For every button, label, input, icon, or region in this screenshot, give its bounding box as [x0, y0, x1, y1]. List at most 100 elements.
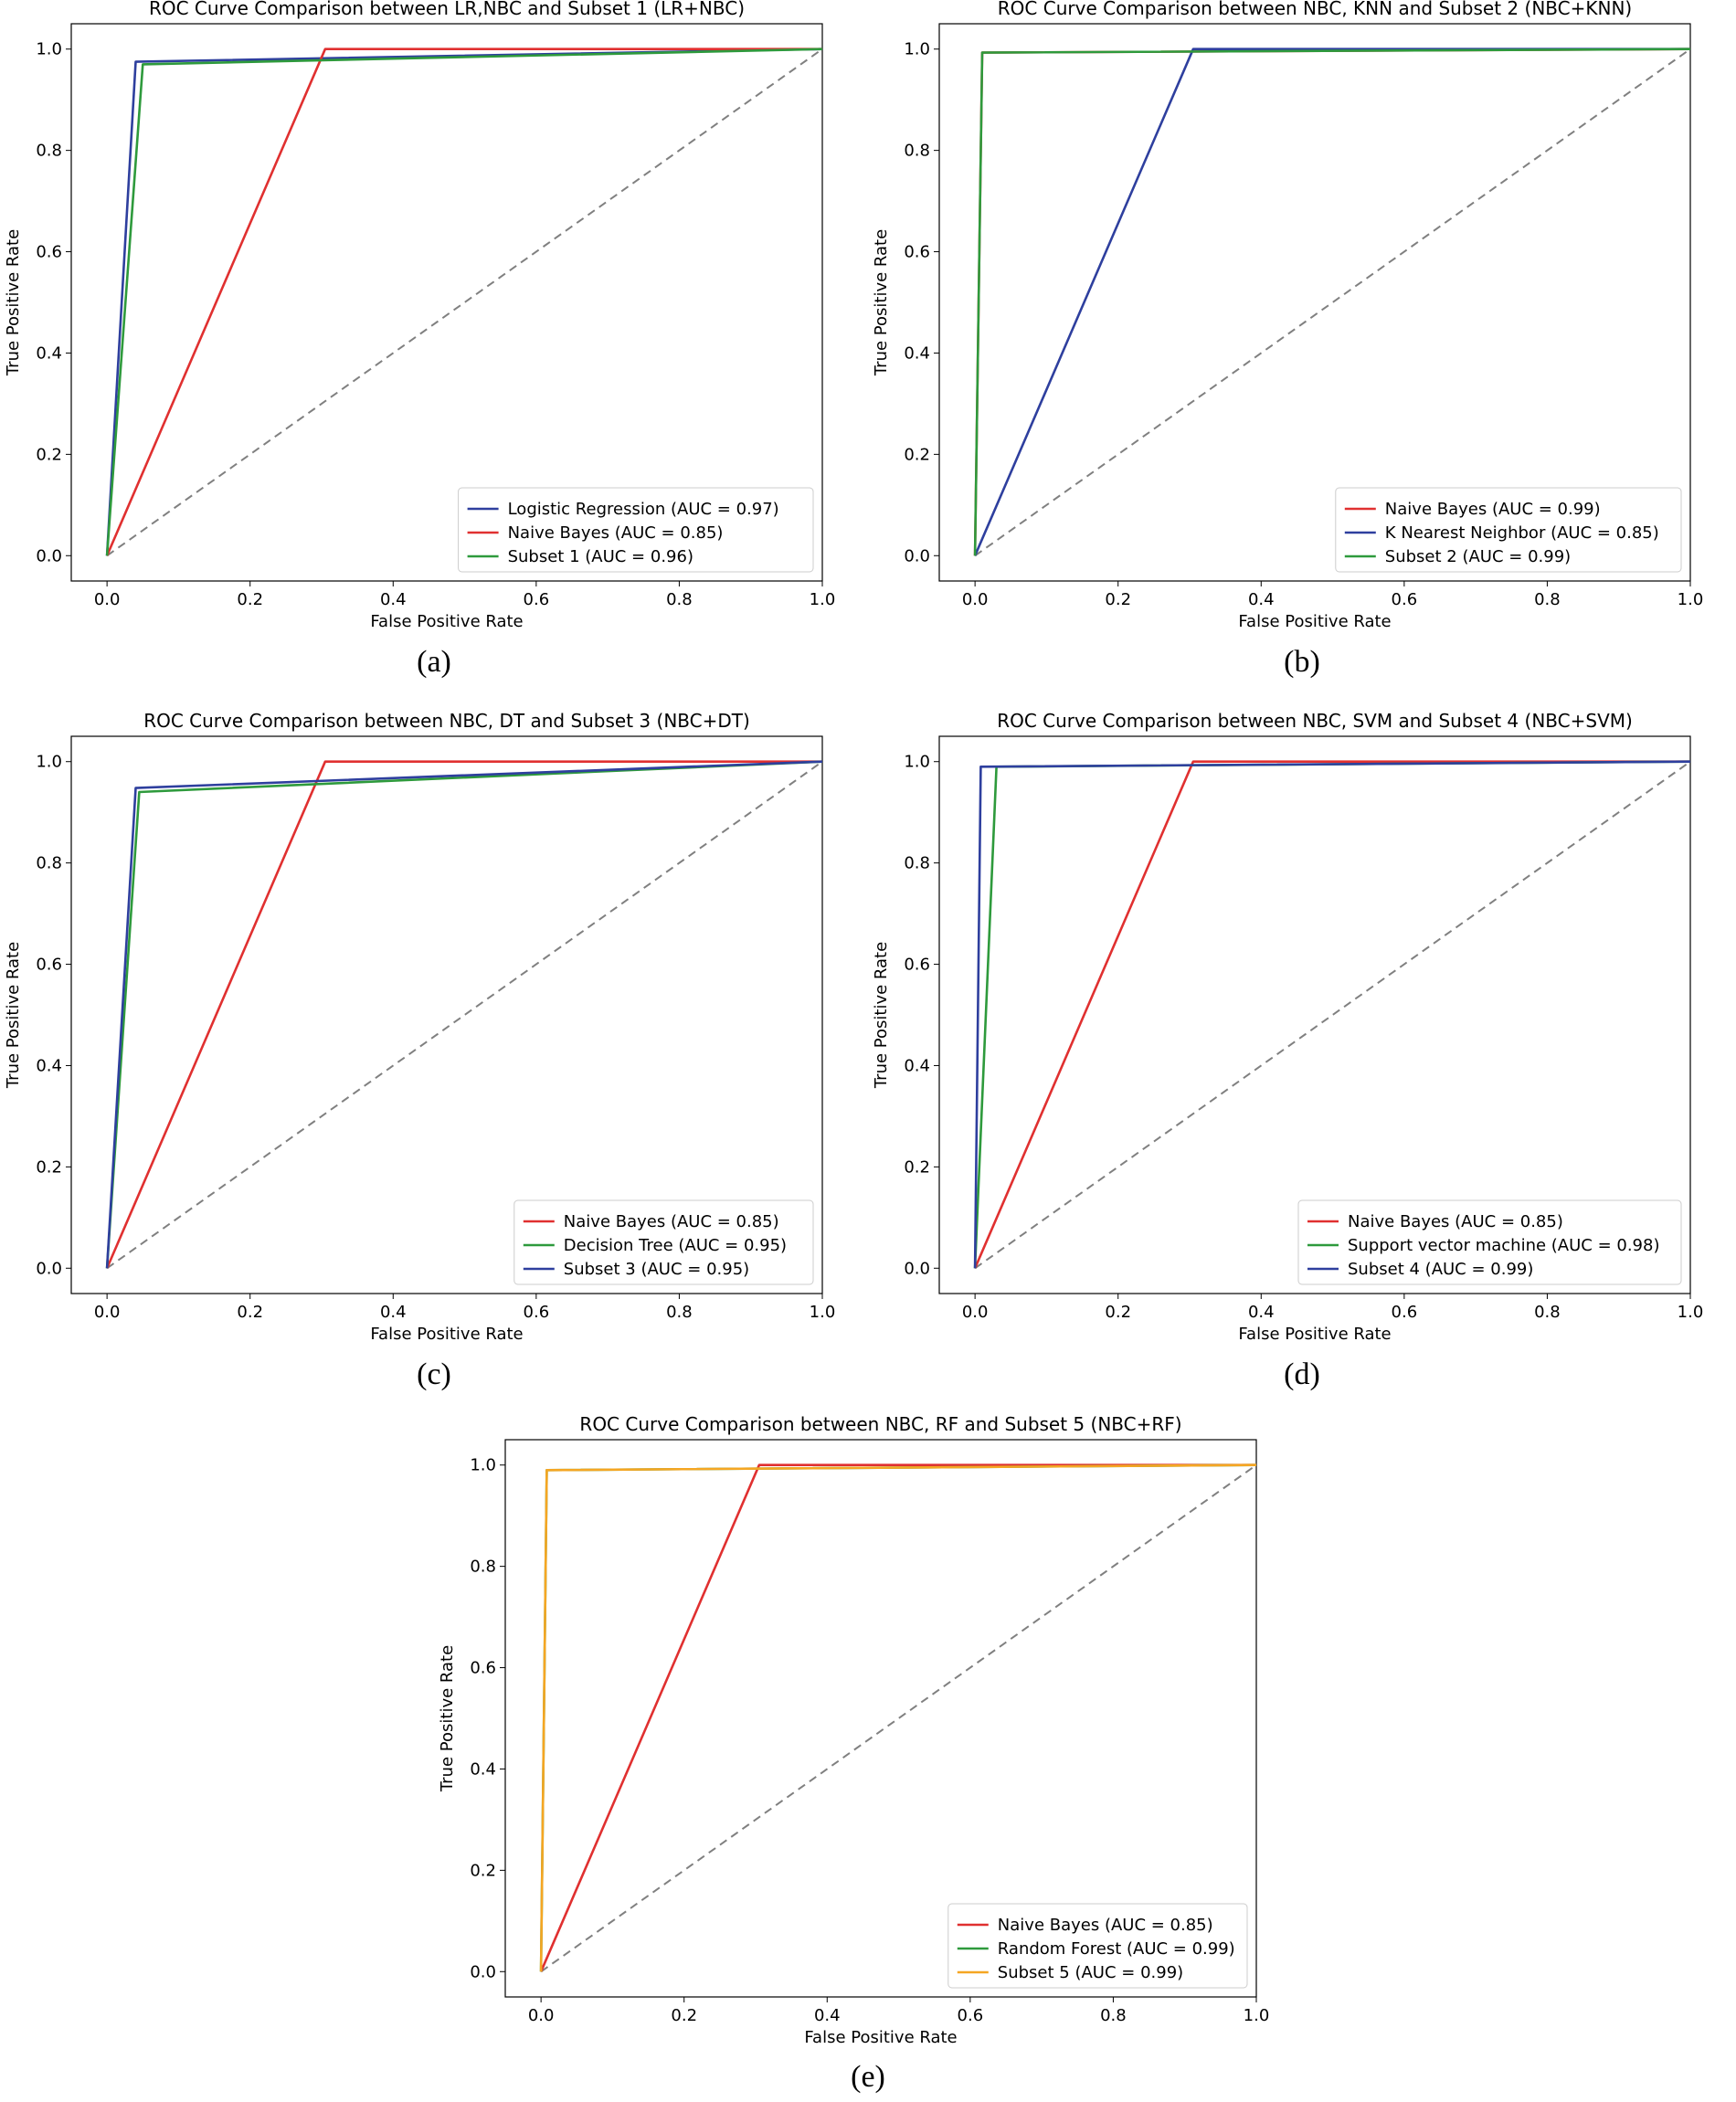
y-tick-label-b-4: 0.8	[904, 142, 930, 161]
x-tick-label-c-1: 0.2	[237, 1303, 263, 1322]
y-axis-label-a: True Positive Rate	[4, 229, 23, 376]
y-tick-label-e-5: 1.0	[470, 1456, 496, 1475]
caption-d: (d)	[1284, 1357, 1320, 1391]
series-line-a-2	[105, 48, 823, 556]
x-tick-label-a-4: 0.8	[666, 590, 693, 609]
x-axis-label-d: False Positive Rate	[1238, 1325, 1391, 1344]
y-axis-label-d: True Positive Rate	[872, 942, 891, 1089]
legend-box-d	[1297, 1199, 1682, 1285]
series-line-e-2	[539, 1463, 1257, 1972]
y-tick-label-b-5: 1.0	[904, 40, 930, 59]
x-tick-label-c-2: 0.4	[380, 1303, 407, 1322]
legend-label-e-0: Naive Bayes (AUC = 0.85)	[998, 1916, 1213, 1935]
x-tick-label-d-3: 0.6	[1392, 1303, 1418, 1322]
y-tick-label-b-0: 0.0	[904, 546, 930, 565]
series-line-a-1	[105, 48, 822, 556]
y-axis-label-b: True Positive Rate	[872, 229, 891, 376]
legend-label-b-0: Naive Bayes (AUC = 0.99)	[1385, 500, 1601, 519]
y-tick-label-d-1: 0.2	[904, 1157, 930, 1177]
diagonal-line-d	[974, 760, 1691, 1270]
x-tick-label-e-1: 0.2	[671, 2006, 697, 2025]
y-tick-label-e-3: 0.6	[470, 1659, 496, 1678]
roc-panel-c: ROC Curve Comparison between NBC, DT and…	[0, 710, 868, 1407]
x-tick-label-c-3: 0.6	[524, 1303, 550, 1322]
x-tick-label-d-0: 0.0	[962, 1303, 989, 1322]
y-tick-label-d-3: 0.6	[904, 956, 930, 975]
plot-title-a: ROC Curve Comparison between LR,NBC and …	[149, 0, 745, 19]
y-tick-label-e-1: 0.2	[470, 1861, 496, 1880]
diagonal-line-a	[106, 48, 823, 557]
x-axis-label-a: False Positive Rate	[370, 612, 523, 631]
y-tick-label-c-2: 0.4	[36, 1056, 62, 1075]
x-tick-label-c-0: 0.0	[94, 1303, 121, 1322]
x-tick-label-d-5: 1.0	[1678, 1303, 1704, 1322]
series-line-c-2	[105, 760, 823, 1269]
y-tick-label-b-2: 0.4	[904, 343, 930, 363]
y-tick-label-e-0: 0.0	[470, 1962, 496, 1981]
x-tick-label-b-2: 0.4	[1248, 590, 1275, 609]
legend-label-a-0: Logistic Regression (AUC = 0.97)	[508, 500, 779, 519]
roc-chart-e: ROC Curve Comparison between NBC, RF and…	[438, 1413, 1269, 2047]
legend-label-a-2: Subset 1 (AUC = 0.96)	[508, 547, 693, 566]
legend-box-a	[458, 487, 814, 573]
legend-label-d-1: Support vector machine (AUC = 0.98)	[1348, 1236, 1659, 1255]
roc-chart-d: ROC Curve Comparison between NBC, SVM an…	[872, 710, 1704, 1344]
legend-label-c-1: Decision Tree (AUC = 0.95)	[564, 1236, 787, 1255]
caption-b: (b)	[1284, 645, 1320, 679]
x-tick-label-e-2: 0.4	[814, 2006, 841, 2025]
y-tick-label-b-3: 0.6	[904, 243, 930, 262]
legend-label-b-2: Subset 2 (AUC = 0.99)	[1385, 547, 1571, 566]
legend-box-c	[513, 1199, 814, 1285]
x-tick-label-b-3: 0.6	[1392, 590, 1418, 609]
x-tick-label-d-2: 0.4	[1248, 1303, 1275, 1322]
plot-title-b: ROC Curve Comparison between NBC, KNN an…	[998, 0, 1632, 19]
series-line-c-0	[105, 760, 822, 1269]
series-line-b-2	[973, 48, 1691, 556]
x-tick-label-e-3: 0.6	[958, 2006, 984, 2025]
x-tick-label-a-3: 0.6	[524, 590, 550, 609]
series-line-c-1	[105, 760, 823, 1269]
diagonal-line-c	[106, 760, 823, 1270]
legend-label-e-2: Subset 5 (AUC = 0.99)	[998, 1963, 1183, 1982]
plot-title-d: ROC Curve Comparison between NBC, SVM an…	[997, 710, 1633, 732]
roc-panel-b: ROC Curve Comparison between NBC, KNN an…	[868, 0, 1736, 694]
series-line-d-0	[973, 760, 1690, 1269]
legend-box-b	[1335, 487, 1682, 573]
x-tick-label-e-4: 0.8	[1100, 2006, 1127, 2025]
caption-a: (a)	[417, 645, 451, 679]
x-axis-label-b: False Positive Rate	[1238, 612, 1391, 631]
legend-label-b-1: K Nearest Neighbor (AUC = 0.85)	[1385, 523, 1659, 543]
y-tick-label-d-2: 0.4	[904, 1056, 930, 1075]
x-tick-label-a-5: 1.0	[810, 590, 836, 609]
plot-title-c: ROC Curve Comparison between NBC, DT and…	[143, 710, 750, 732]
x-axis-label-c: False Positive Rate	[370, 1325, 523, 1344]
legend-label-a-1: Naive Bayes (AUC = 0.85)	[508, 523, 724, 543]
legend-label-c-0: Naive Bayes (AUC = 0.85)	[564, 1212, 779, 1231]
x-tick-label-b-1: 0.2	[1105, 590, 1131, 609]
x-tick-label-a-0: 0.0	[94, 590, 121, 609]
legend-label-d-0: Naive Bayes (AUC = 0.85)	[1348, 1212, 1563, 1231]
y-tick-label-d-0: 0.0	[904, 1259, 930, 1278]
x-tick-label-b-4: 0.8	[1534, 590, 1561, 609]
caption-e: (e)	[851, 2060, 885, 2094]
x-tick-label-b-5: 1.0	[1678, 590, 1704, 609]
x-tick-label-e-0: 0.0	[528, 2006, 555, 2025]
y-tick-label-c-5: 1.0	[36, 753, 62, 772]
y-tick-label-a-4: 0.8	[36, 142, 62, 161]
x-tick-label-b-0: 0.0	[962, 590, 989, 609]
roc-chart-a: ROC Curve Comparison between LR,NBC and …	[4, 0, 836, 631]
y-axis-label-c: True Positive Rate	[4, 942, 23, 1089]
roc-chart-b: ROC Curve Comparison between NBC, KNN an…	[872, 0, 1704, 631]
y-tick-label-a-1: 0.2	[36, 445, 62, 464]
legend-box-e	[947, 1903, 1248, 1989]
diagonal-line-e	[540, 1463, 1257, 1973]
legend-label-d-2: Subset 4 (AUC = 0.99)	[1348, 1260, 1533, 1279]
x-tick-label-c-5: 1.0	[810, 1303, 836, 1322]
y-tick-label-d-5: 1.0	[904, 753, 930, 772]
roc-panel-a: ROC Curve Comparison between LR,NBC and …	[0, 0, 868, 694]
legend-label-e-1: Random Forest (AUC = 0.99)	[998, 1939, 1235, 1959]
y-tick-label-c-0: 0.0	[36, 1259, 62, 1278]
y-tick-label-d-4: 0.8	[904, 854, 930, 873]
roc-panel-d: ROC Curve Comparison between NBC, SVM an…	[868, 710, 1736, 1407]
x-tick-label-a-2: 0.4	[380, 590, 407, 609]
